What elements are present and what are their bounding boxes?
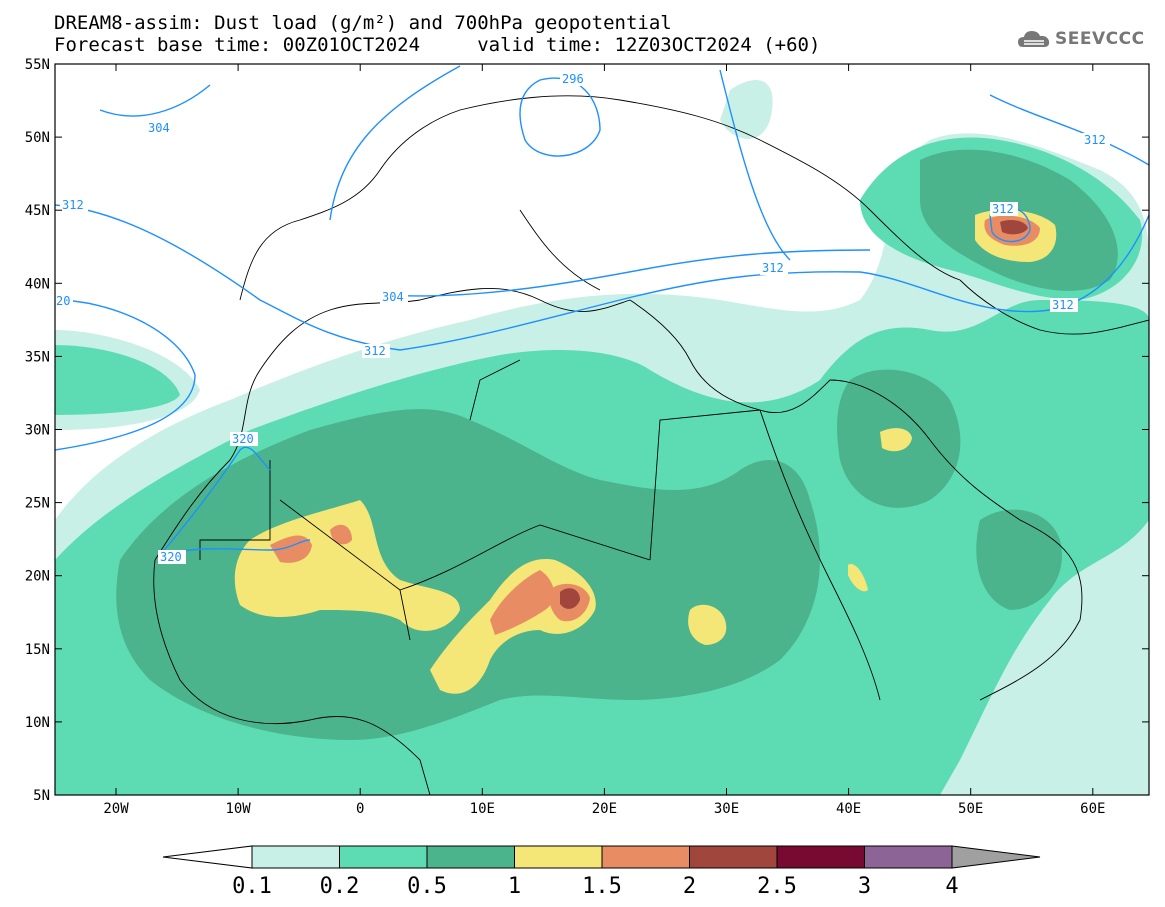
contour-label: 312 <box>992 202 1014 216</box>
contour-label: 312 <box>364 344 386 358</box>
colorbar-over-triangle <box>951 845 1041 869</box>
lat-tick-label: 5N <box>33 788 50 804</box>
lat-tick-label: 35N <box>25 349 50 365</box>
colorbar-swatch <box>776 845 865 869</box>
lat-tick-label: 50N <box>25 130 50 146</box>
lon-tick-label: 30E <box>714 801 739 817</box>
colorbar-swatch <box>339 845 428 869</box>
lat-tick-label: 10N <box>25 715 50 731</box>
colorbar-label: 0.2 <box>320 874 360 899</box>
lon-tick-label: 60E <box>1080 801 1105 817</box>
lon-tick-label: 10E <box>470 801 495 817</box>
contour-label: 312 <box>62 198 84 212</box>
colorbar-under-triangle <box>162 845 253 869</box>
lat-tick-label: 55N <box>25 57 50 73</box>
contour-label: 320 <box>232 432 254 446</box>
logo-text: SEEVCCC <box>1055 29 1145 49</box>
colorbar-swatch <box>864 845 953 869</box>
colorbar-swatch <box>689 845 778 869</box>
lon-tick-label: 20W <box>103 801 129 817</box>
lon-tick-label: 40E <box>836 801 861 817</box>
colorbar-swatch <box>601 845 690 869</box>
lat-tick-label: 30N <box>25 423 50 439</box>
contour-label: 296 <box>562 72 584 86</box>
colorbar-label: 0.5 <box>407 874 447 899</box>
lon-tick-label: 0 <box>356 801 364 817</box>
lon-tick-label: 20E <box>592 801 617 817</box>
lon-tick-label: 50E <box>958 801 983 817</box>
lat-tick-label: 20N <box>25 569 50 585</box>
colorbar-label: 4 <box>945 874 958 899</box>
colorbar-label: 3 <box>858 874 871 899</box>
map-subtitle: Forecast base time: 00Z01OCT2024 valid t… <box>54 34 821 56</box>
colorbar-swatch <box>251 845 340 869</box>
colorbar: 0.1 0.2 0.5 1 1.5 2 2.5 3 4 <box>162 845 1041 899</box>
contour-label: 312 <box>762 261 784 275</box>
colorbar-label: 0.1 <box>232 874 272 899</box>
latitude-axis: 55N 50N 45N 40N 35N 30N 25N 20N 15N 10N 5N <box>25 57 1149 804</box>
contour-label: 304 <box>148 121 170 135</box>
cloud-icon <box>1018 31 1050 47</box>
colorbar-label: 2 <box>683 874 696 899</box>
contour-labels: 304 296 312 312 304 312 320 312 312 320 … <box>55 72 1110 564</box>
dust-field <box>55 80 1149 795</box>
seevccc-logo: SEEVCCC <box>1017 28 1145 50</box>
lon-tick-label: 10W <box>225 801 251 817</box>
lat-tick-label: 40N <box>25 276 50 292</box>
lat-tick-label: 15N <box>25 642 50 658</box>
lat-tick-label: 45N <box>25 203 50 219</box>
contour-label: 312 <box>1052 298 1074 312</box>
colorbar-swatch <box>426 845 515 869</box>
colorbar-swatch <box>514 845 603 869</box>
colorbar-label: 2.5 <box>757 874 797 899</box>
lat-tick-label: 25N <box>25 496 50 512</box>
coastlines <box>153 95 1149 795</box>
contour-label: 20 <box>56 294 70 308</box>
colorbar-label: 1 <box>508 874 521 899</box>
contour-label: 312 <box>1084 133 1106 147</box>
map-title: DREAM8-assim: Dust load (g/m²) and 700hP… <box>54 12 672 34</box>
longitude-axis: 20W 10W 0 10E 20E 30E 40E 50E 60E <box>103 64 1105 817</box>
contour-label: 304 <box>382 290 404 304</box>
geopotential-contours <box>55 65 1149 556</box>
colorbar-label: 1.5 <box>582 874 622 899</box>
contour-label: 320 <box>160 550 182 564</box>
